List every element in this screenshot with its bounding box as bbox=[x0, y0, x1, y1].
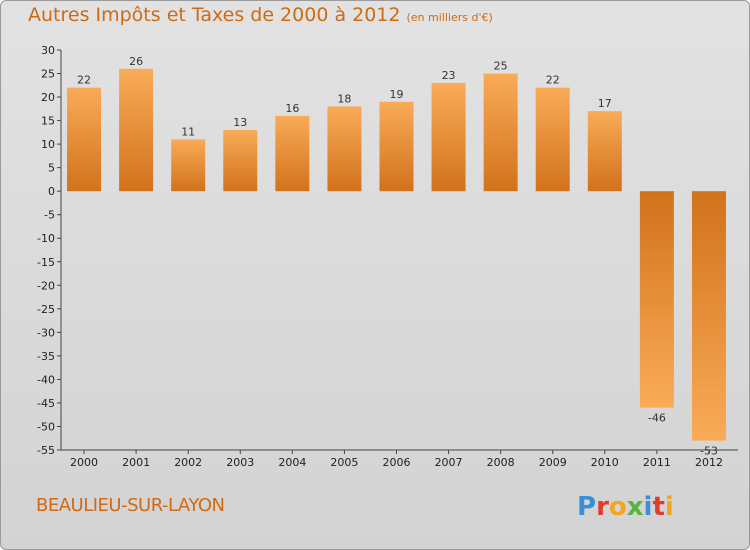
bar-2011 bbox=[639, 191, 674, 408]
x-tick-label: 2008 bbox=[487, 456, 515, 469]
bar-2010 bbox=[587, 111, 622, 192]
value-label: 18 bbox=[337, 92, 351, 105]
x-tick-label: 2002 bbox=[174, 456, 202, 469]
x-tick-label: 2000 bbox=[70, 456, 98, 469]
x-tick-label: 2006 bbox=[383, 456, 411, 469]
value-label: 22 bbox=[77, 74, 91, 87]
y-tick-label: 30 bbox=[41, 44, 55, 57]
value-label: -46 bbox=[648, 412, 666, 425]
y-tick-label: -30 bbox=[37, 326, 55, 339]
bar-2006 bbox=[379, 101, 414, 192]
y-tick-label: 20 bbox=[41, 91, 55, 104]
chart-title: Autres Impôts et Taxes de 2000 à 2012 (en… bbox=[28, 4, 493, 26]
bars bbox=[67, 68, 726, 441]
value-label: 23 bbox=[442, 69, 456, 82]
value-label: 26 bbox=[129, 55, 143, 68]
svg-text:Proxiti: Proxiti bbox=[577, 492, 674, 522]
value-label: 13 bbox=[233, 116, 247, 129]
y-tick-label: 10 bbox=[41, 138, 55, 151]
x-tick-label: 2004 bbox=[278, 456, 306, 469]
value-label: 16 bbox=[285, 102, 299, 115]
bar-2012 bbox=[691, 191, 726, 441]
y-tick-label: 25 bbox=[41, 68, 55, 81]
bar-2003 bbox=[223, 130, 258, 192]
x-tick-label: 2005 bbox=[330, 456, 358, 469]
bar-2007 bbox=[431, 82, 466, 192]
y-tick-label: -25 bbox=[37, 303, 55, 316]
y-tick-label: -35 bbox=[37, 350, 55, 363]
y-tick-label: 15 bbox=[41, 115, 55, 128]
value-label: 22 bbox=[546, 74, 560, 87]
y-tick-label: -20 bbox=[37, 279, 55, 292]
y-tick-label: -40 bbox=[37, 373, 55, 386]
value-label: -53 bbox=[700, 445, 718, 458]
x-tick-label: 2009 bbox=[539, 456, 567, 469]
y-tick-label: 5 bbox=[48, 162, 55, 175]
place-name: BEAULIEU-SUR-LAYON bbox=[36, 495, 225, 516]
y-tick-label: -50 bbox=[37, 420, 55, 433]
y-tick-label: -15 bbox=[37, 256, 55, 269]
y-tick-label: -10 bbox=[37, 232, 55, 245]
axes: 30 25 20 15 10 5 0 -5 -10 -15 -20 -25 -30 -35 -40 -45 -5… bbox=[37, 44, 738, 469]
value-labels: 22 26 11 13 16 18 19 23 25 22 17 -46 -53 bbox=[77, 55, 718, 458]
bar-2008 bbox=[483, 73, 518, 192]
x-tick-label: 2007 bbox=[435, 456, 463, 469]
x-tick-label: 2010 bbox=[591, 456, 619, 469]
y-tick-label: -55 bbox=[37, 444, 55, 457]
value-label: 19 bbox=[390, 88, 404, 101]
bar-2005 bbox=[327, 106, 362, 192]
y-tick-label: -45 bbox=[37, 397, 55, 410]
y-tick-label: -5 bbox=[44, 209, 55, 222]
value-label: 11 bbox=[181, 125, 195, 138]
x-tick-label: 2003 bbox=[226, 456, 254, 469]
chart-subtitle: (en milliers d'€) bbox=[406, 11, 493, 24]
x-tick-label: 2012 bbox=[695, 456, 723, 469]
bar-2009 bbox=[535, 87, 570, 192]
value-label: 25 bbox=[494, 60, 508, 73]
bar-2000 bbox=[67, 87, 102, 192]
bar-2004 bbox=[275, 115, 310, 192]
value-label: 17 bbox=[598, 97, 612, 110]
bar-2001 bbox=[119, 68, 154, 192]
y-tick-label: 0 bbox=[48, 185, 55, 198]
x-tick-label: 2001 bbox=[122, 456, 150, 469]
x-tick-label: 2011 bbox=[643, 456, 671, 469]
bar-2002 bbox=[171, 139, 206, 192]
chart-title-text: Autres Impôts et Taxes de 2000 à 2012 bbox=[28, 4, 401, 26]
proxiti-logo: Proxiti bbox=[577, 492, 674, 522]
